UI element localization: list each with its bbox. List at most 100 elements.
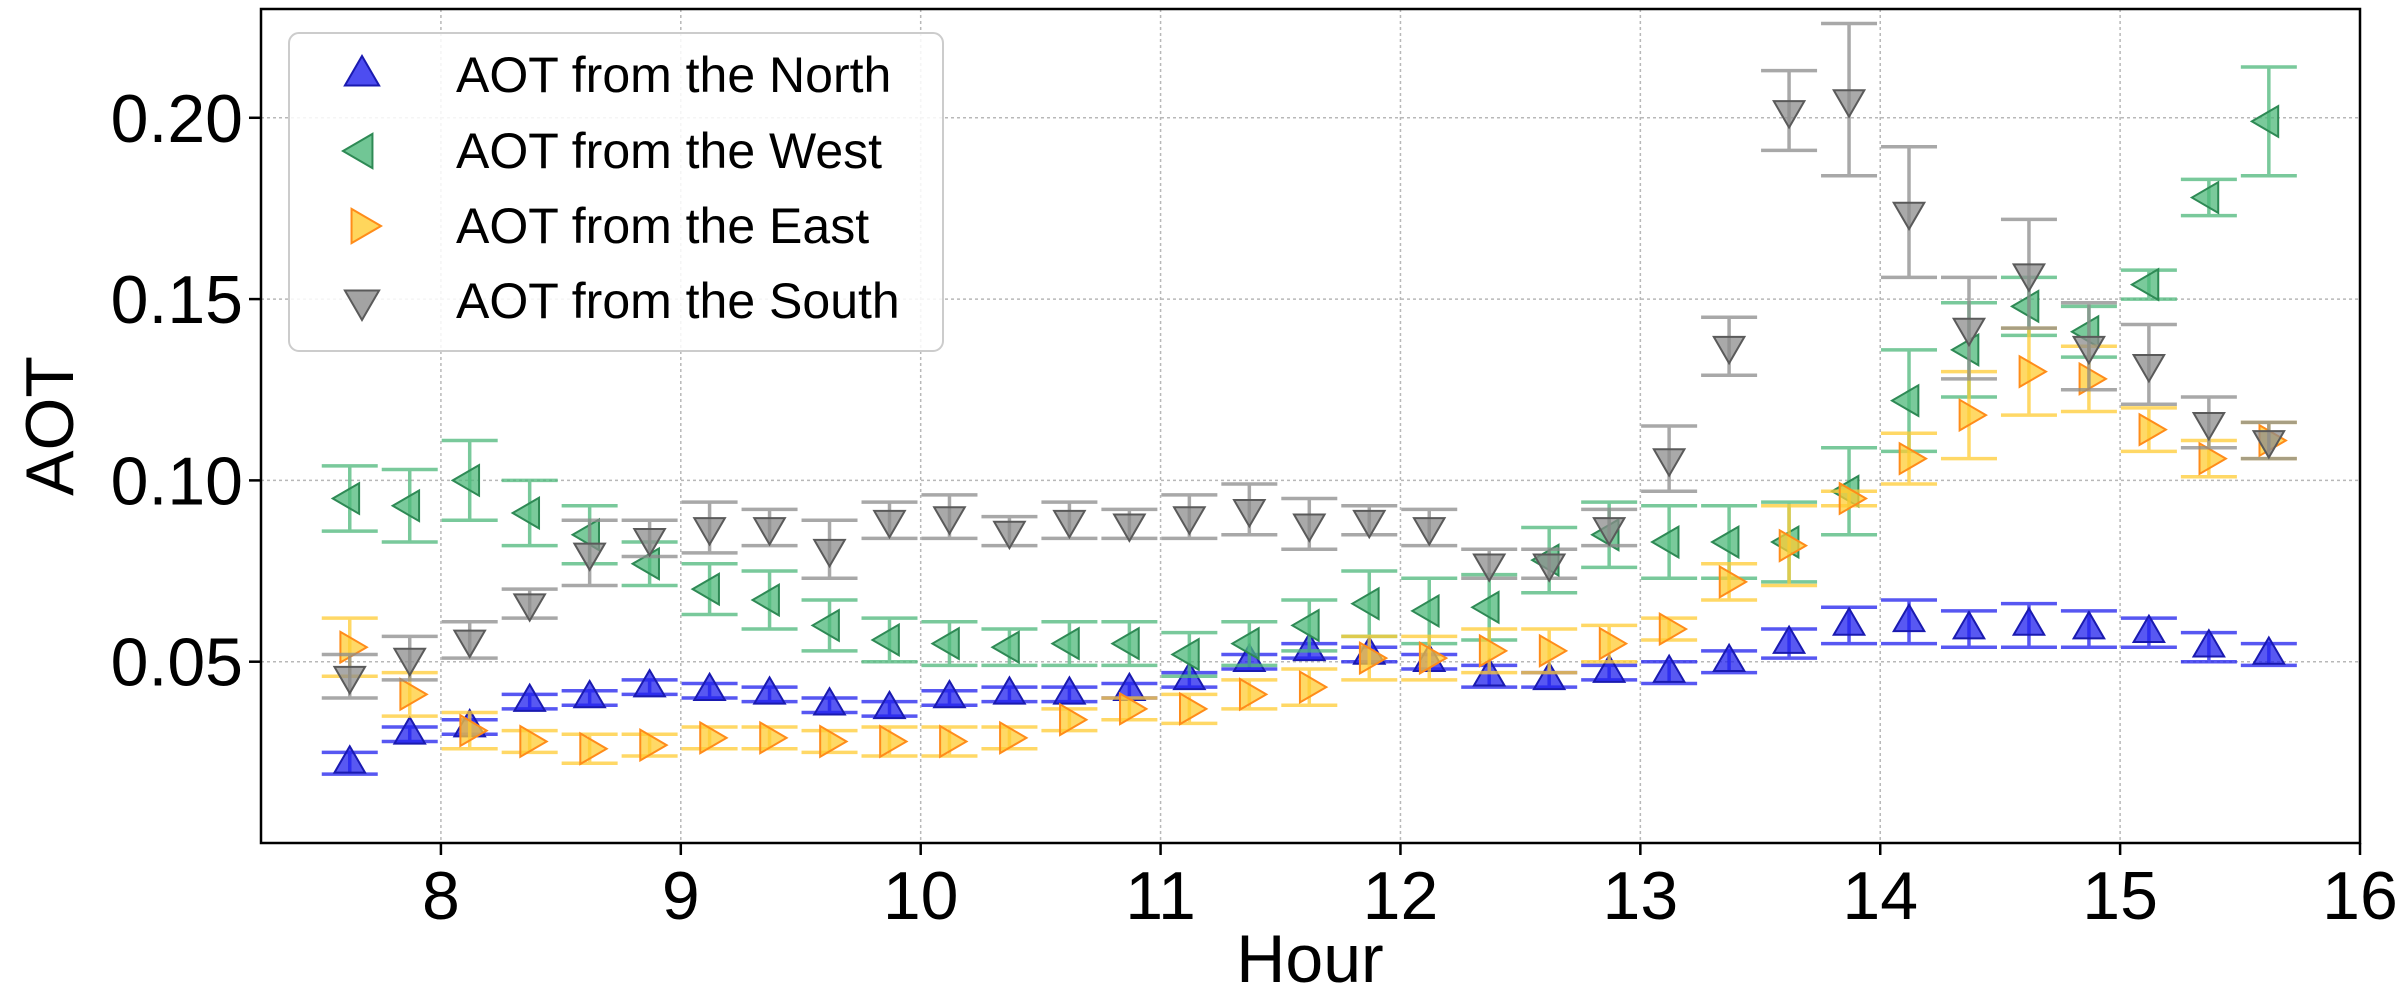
data-point [2129,267,2160,302]
data-point [1592,653,1627,683]
data-point [2249,104,2280,139]
data-point [1951,317,1987,348]
x-axis-label: Hour [1236,921,1383,994]
data-point [872,509,907,540]
data-point [1898,441,1929,476]
data-point [2071,610,2106,640]
data-point [1230,626,1260,661]
data-point [390,488,421,523]
data-point [519,724,549,759]
data-point [1538,633,1569,668]
data-point [1712,335,1747,366]
data-point [450,463,481,498]
data-point [752,675,787,705]
data-point [1838,481,1869,516]
x-tick-label: 15 [2082,858,2158,934]
data-point [392,647,427,678]
data-point [632,668,667,698]
data-point [2191,628,2226,658]
data-point [872,689,907,720]
data-point [939,724,969,759]
data-point [2251,635,2286,665]
data-point [1958,398,1988,433]
data-point [1292,513,1327,543]
data-point [692,671,727,702]
data-point [992,675,1027,705]
data-point [1712,642,1747,673]
data-point [1350,586,1380,621]
data-point [759,720,789,755]
legend-label-east: AOT from the East [456,198,869,254]
legend-markers [341,54,383,322]
data-point [1592,517,1627,547]
data-point [1238,677,1269,712]
data-point [1832,606,1867,636]
data-point [1472,553,1507,583]
data-point [332,744,367,774]
data-point [750,583,780,618]
data-point [870,622,900,657]
data-point [812,538,847,569]
x-tick-label: 14 [1842,858,1918,934]
data-point [752,517,787,547]
data-point [2131,613,2166,644]
data-point [1532,553,1567,583]
data-point [399,677,429,712]
data-point [1772,624,1807,654]
data-point [690,572,720,607]
data-point [2011,606,2046,636]
data-point [512,593,547,623]
y-tick-label: 0.10 [111,443,243,519]
data-point [1298,670,1329,705]
data-point [932,506,967,536]
data-point [999,720,1029,755]
data-point [1598,626,1629,661]
data-point [1650,524,1680,560]
data-point [1652,448,1687,478]
data-point [1050,626,1080,661]
data-point [630,546,660,581]
data-point [1418,641,1449,676]
data-point [1658,612,1689,647]
x-tick-label: 10 [883,858,959,934]
data-point [1052,675,1087,705]
legend-marker [350,207,383,245]
data-point [1412,517,1447,547]
data-point [990,630,1020,665]
data-point [572,542,607,572]
data-point [692,517,727,547]
y-tick-label: 0.05 [111,625,243,701]
data-point [1470,590,1500,625]
data-point [879,724,909,759]
legend-label-west: AOT from the West [456,123,882,179]
legend-marker [343,54,381,87]
data-point [1052,509,1087,540]
data-point [1179,691,1209,726]
x-tick-label: 9 [662,858,700,934]
data-point [459,713,489,748]
data-point [512,682,547,712]
data-point [1890,383,1920,418]
data-point [930,626,960,661]
y-tick-label: 0.15 [111,262,243,338]
data-point [579,731,609,766]
data-point [992,520,1027,551]
data-point [2191,412,2226,442]
y-axis-label: AOT [12,356,88,496]
data-point [1112,513,1147,543]
data-point [639,728,669,763]
data-point [812,686,847,716]
data-point [699,720,729,755]
data-point [1110,626,1140,661]
data-point [1832,89,1867,119]
data-point [332,665,367,696]
data-point [2251,430,2286,460]
data-point [2071,335,2106,366]
x-tick-label: 16 [2322,858,2398,934]
data-point [2009,289,2040,324]
data-point [452,629,487,659]
data-point [510,495,541,531]
data-point [2138,412,2168,447]
